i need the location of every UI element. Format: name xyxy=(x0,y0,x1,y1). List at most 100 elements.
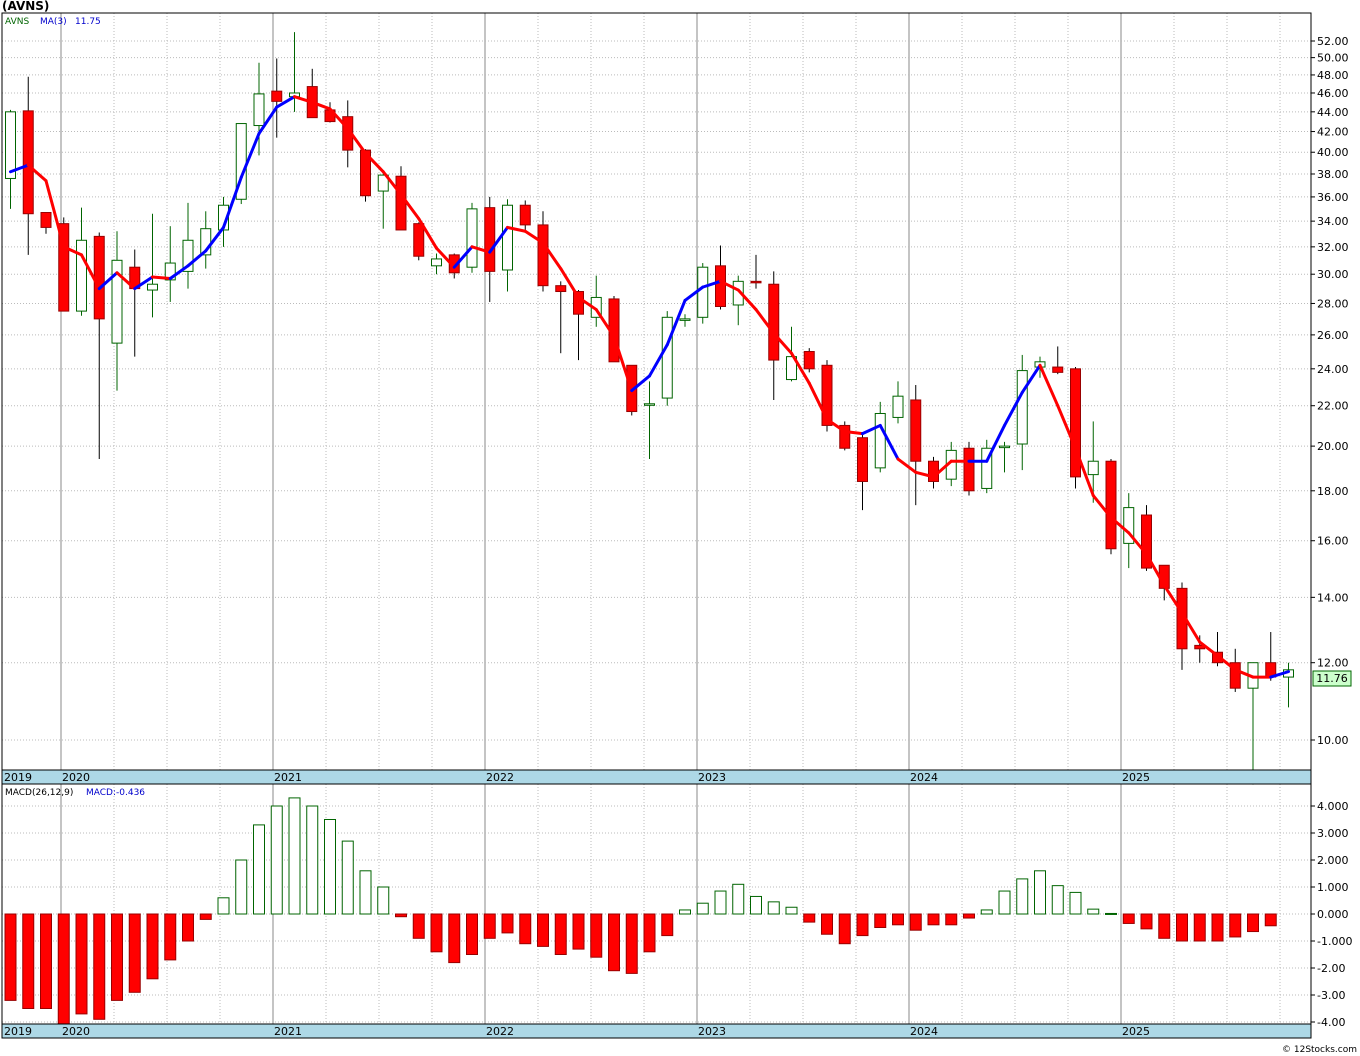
year-tick-label: 2022 xyxy=(486,771,514,784)
price-tick-label: 24.00 xyxy=(1317,363,1349,376)
macd-bar xyxy=(661,913,674,937)
macd-histogram xyxy=(4,797,1277,1028)
macd-bar xyxy=(324,819,336,915)
candle-body xyxy=(5,111,16,179)
year-tick-label: 2024 xyxy=(910,1025,938,1038)
macd-bar xyxy=(980,909,993,915)
candle-body xyxy=(679,318,691,321)
ma-segment xyxy=(1056,404,1077,450)
ma-segment xyxy=(26,163,48,183)
candle-body xyxy=(502,204,513,271)
macd-bar xyxy=(1229,913,1242,938)
ma-segment xyxy=(683,285,705,302)
ma-segment xyxy=(506,225,527,233)
watermark: © 12Stocks.com xyxy=(1282,1045,1357,1055)
candle-body xyxy=(22,110,34,215)
ma-segment xyxy=(1038,363,1060,408)
ma-segment xyxy=(222,175,243,229)
macd-bar xyxy=(4,913,17,1001)
candle-body xyxy=(111,259,123,344)
macd-bar xyxy=(1176,913,1188,942)
price-tick-label: 28.00 xyxy=(1317,297,1349,310)
macd-tick-label: 3.000 xyxy=(1317,827,1349,840)
ma-segment xyxy=(630,374,651,393)
macd-bar xyxy=(412,913,425,939)
macd-bar xyxy=(164,913,177,961)
price-tick-label: 16.00 xyxy=(1317,535,1349,548)
candle-body xyxy=(555,285,567,293)
macd-bar xyxy=(1264,913,1277,927)
last-price-tag: 11.76 xyxy=(1316,672,1348,685)
macd-bar xyxy=(537,913,549,947)
price-tick-label: 44.00 xyxy=(1317,106,1349,119)
legend-ma: MA(3) xyxy=(40,17,67,27)
macd-bar xyxy=(1087,908,1100,915)
macd-bar xyxy=(217,897,230,915)
candle-body xyxy=(395,175,407,231)
macd-bar xyxy=(182,913,194,942)
year-tick-label: 2024 xyxy=(910,771,938,784)
candle-body xyxy=(821,364,833,426)
moving-average-line xyxy=(9,95,1290,679)
candle-body xyxy=(644,403,655,406)
ma-segment xyxy=(612,335,634,393)
macd-bar xyxy=(1193,913,1206,942)
macd-bar xyxy=(483,913,496,939)
price-tick-label: 40.00 xyxy=(1317,146,1349,159)
price-tick-label: 38.00 xyxy=(1317,168,1349,181)
price-tick-label: 32.00 xyxy=(1317,241,1349,254)
ma-segment xyxy=(9,163,30,174)
candle-body xyxy=(76,239,87,312)
candle-body xyxy=(661,316,673,399)
macd-bar xyxy=(874,913,887,928)
candle-body xyxy=(1016,370,1028,445)
candle-body xyxy=(147,283,158,291)
ma-segment xyxy=(80,253,101,291)
ma-segment xyxy=(204,225,225,253)
macd-bar xyxy=(945,913,958,926)
year-tick-label: 2020 xyxy=(62,1025,90,1038)
ma-segment xyxy=(1109,516,1131,535)
candle-body xyxy=(839,424,851,449)
macd-bar xyxy=(1016,878,1029,915)
ma-segment xyxy=(932,459,953,479)
ma-segment xyxy=(470,245,492,254)
macd-bar xyxy=(111,913,123,1001)
ma-segment xyxy=(275,95,296,109)
ma-segment xyxy=(825,417,847,434)
price-panel-border xyxy=(1,12,1312,771)
year-tick-label: 2019 xyxy=(4,1025,32,1038)
macd-bar xyxy=(679,909,691,915)
macd-bar xyxy=(1051,885,1064,915)
price-tick-label: 20.00 xyxy=(1317,440,1349,453)
macd-bar xyxy=(643,913,656,953)
candle-body xyxy=(519,204,531,226)
macd-bar xyxy=(963,913,975,919)
ma-segment xyxy=(239,132,261,179)
ma-segment xyxy=(346,127,367,155)
ma-segment xyxy=(186,249,208,268)
macd-bar xyxy=(696,902,709,915)
year-tick-label: 2021 xyxy=(274,1025,302,1038)
macd-bar xyxy=(572,913,585,950)
ma-segment xyxy=(861,423,882,436)
macd-bar xyxy=(927,913,940,926)
macd-bar xyxy=(803,913,816,923)
macd-bar xyxy=(608,913,620,972)
candle-body xyxy=(573,291,584,315)
macd-tick-label: 1.000 xyxy=(1317,881,1349,894)
price-tick-label: 46.00 xyxy=(1317,87,1349,100)
macd-bar xyxy=(199,913,212,920)
ma-segment xyxy=(1074,446,1095,498)
ma-segment xyxy=(985,423,1006,463)
candle-body xyxy=(732,280,744,306)
macd-bar xyxy=(377,886,390,915)
macd-bar xyxy=(1211,913,1224,942)
candle-body xyxy=(928,460,939,482)
candle-body xyxy=(58,223,70,312)
year-tick-label: 2023 xyxy=(698,771,726,784)
macd-tick-label: -2.00 xyxy=(1317,962,1345,975)
macd-bar xyxy=(625,913,638,974)
price-tick-label: 42.00 xyxy=(1317,126,1349,139)
